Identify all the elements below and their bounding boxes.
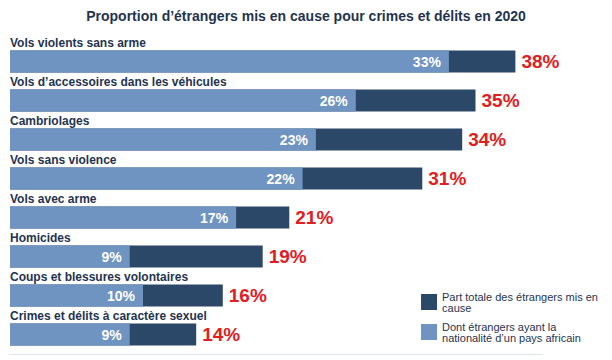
svg-text:14%: 14% — [202, 324, 240, 345]
svg-text:10%: 10% — [107, 288, 136, 304]
svg-text:Homicides: Homicides — [10, 231, 71, 245]
svg-text:23%: 23% — [280, 132, 309, 148]
svg-text:Dont étrangers ayant la: Dont étrangers ayant la — [442, 320, 560, 333]
svg-text:9%: 9% — [101, 327, 122, 343]
svg-text:35%: 35% — [482, 90, 520, 111]
svg-text:Vols d’accessoires dans les vé: Vols d’accessoires dans les véhicules — [10, 75, 227, 89]
svg-text:19%: 19% — [269, 246, 307, 267]
svg-text:9%: 9% — [101, 249, 122, 265]
svg-text:33%: 33% — [413, 54, 442, 70]
svg-text:Coups et blessures volontaires: Coups et blessures volontaires — [10, 270, 188, 284]
svg-text:34%: 34% — [468, 129, 506, 150]
svg-text:nationalité d’un pays africain: nationalité d’un pays africain — [442, 332, 581, 344]
svg-text:Vols violents sans arme: Vols violents sans arme — [10, 36, 146, 50]
svg-text:16%: 16% — [229, 285, 267, 306]
svg-text:cause: cause — [442, 302, 471, 314]
svg-text:38%: 38% — [521, 51, 559, 72]
svg-text:22%: 22% — [267, 171, 296, 187]
svg-text:Part totale des étrangers mis: Part totale des étrangers mis en — [442, 290, 601, 303]
svg-text:Crimes et délits à caractère s: Crimes et délits à caractère sexuel — [10, 309, 207, 323]
svg-text:Proportion d’étrangers mis en: Proportion d’étrangers mis en cause pour… — [86, 8, 526, 24]
svg-text:Cambriolages: Cambriolages — [10, 114, 90, 128]
svg-text:Vols avec arme: Vols avec arme — [10, 192, 97, 206]
svg-text:21%: 21% — [295, 207, 333, 228]
svg-text:31%: 31% — [428, 168, 466, 189]
svg-text:Vols sans violence: Vols sans violence — [10, 153, 117, 167]
svg-text:26%: 26% — [320, 93, 349, 109]
svg-text:17%: 17% — [200, 210, 229, 226]
